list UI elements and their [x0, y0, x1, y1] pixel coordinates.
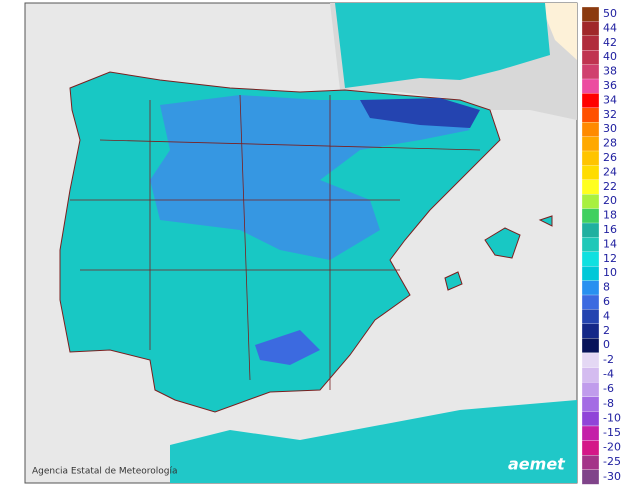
legend-label: 42: [603, 36, 617, 49]
legend-label: 16: [603, 223, 617, 236]
pyrenees: [360, 98, 480, 128]
legend-label: 26: [603, 151, 617, 164]
legend-label: -8: [603, 397, 614, 410]
legend-label: -25: [603, 455, 621, 468]
legend-swatch: [581, 93, 600, 109]
legend-swatch: [581, 136, 600, 152]
legend-label: 22: [603, 180, 617, 193]
legend-swatch: [581, 455, 600, 470]
legend-swatch: [581, 165, 600, 181]
legend-swatch: [581, 6, 600, 22]
menorca: [538, 215, 553, 227]
legend-swatch: [581, 367, 600, 383]
credit: Agencia Estatal de Meteorología: [32, 467, 178, 477]
legend-label: 28: [603, 137, 617, 150]
legend: 5044424038363432302826242220181614121086…: [581, 6, 621, 485]
legend-label: 12: [603, 252, 617, 265]
legend-label: -2: [603, 353, 614, 366]
legend-label: 20: [603, 194, 617, 207]
legend-swatch: [581, 107, 600, 123]
legend-swatch: [581, 208, 600, 224]
legend-swatch: [581, 323, 600, 339]
legend-swatch: [581, 440, 600, 456]
legend-swatch: [581, 280, 600, 296]
legend-swatch: [581, 338, 600, 353]
legend-label: -4: [603, 368, 614, 381]
legend-label: 32: [603, 108, 617, 121]
legend-swatch: [581, 179, 600, 195]
legend-swatch: [581, 194, 600, 209]
legend-label: 24: [603, 165, 617, 178]
legend-swatch: [581, 309, 600, 325]
legend-label: 0: [603, 338, 610, 351]
ibiza: [444, 271, 463, 291]
legend-label: 34: [603, 93, 617, 106]
legend-label: 14: [603, 237, 617, 250]
legend-swatch: [581, 352, 600, 368]
legend-swatch: [581, 266, 600, 281]
france-south: [335, 3, 550, 88]
legend-label: 8: [603, 281, 610, 294]
legend-swatch: [581, 425, 600, 441]
legend-swatch: [581, 35, 600, 51]
cold-area: [150, 95, 470, 260]
legend-swatch: [581, 50, 600, 65]
legend-label: -6: [603, 382, 614, 395]
legend-swatch: [581, 21, 600, 37]
legend-swatch: [581, 122, 600, 137]
legend-swatch: [581, 382, 600, 397]
legend-label: 36: [603, 79, 617, 92]
legend-swatch: [581, 237, 600, 253]
legend-label: 38: [603, 65, 617, 78]
legend-label: -10: [603, 411, 621, 424]
legend-label: 6: [603, 295, 610, 308]
legend-swatch: [581, 396, 600, 412]
mallorca: [484, 227, 521, 259]
legend-swatch: [581, 251, 600, 267]
borders: [70, 94, 481, 390]
legend-swatch: [581, 469, 600, 485]
legend-label: -20: [603, 441, 621, 454]
legend-label: 44: [603, 21, 617, 34]
logo: aemet: [508, 455, 566, 474]
legend-swatch: [581, 64, 600, 80]
sierra-nevada: [255, 330, 320, 365]
legend-swatch: [581, 411, 600, 427]
legend-label: 30: [603, 122, 617, 135]
legend-swatch: [581, 78, 600, 94]
legend-label: 4: [603, 309, 610, 322]
legend-label: 2: [603, 324, 610, 337]
legend-label: 40: [603, 50, 617, 63]
legend-swatch: [581, 222, 600, 238]
legend-swatch: [581, 150, 600, 166]
legend-label: 10: [603, 266, 617, 279]
land-cream: [540, 3, 577, 60]
legend-label: 50: [603, 7, 617, 20]
legend-label: -15: [603, 426, 621, 439]
legend-label: 18: [603, 209, 617, 222]
africa: [170, 400, 577, 483]
legend-label: -30: [603, 470, 621, 483]
legend-swatch: [581, 294, 600, 310]
